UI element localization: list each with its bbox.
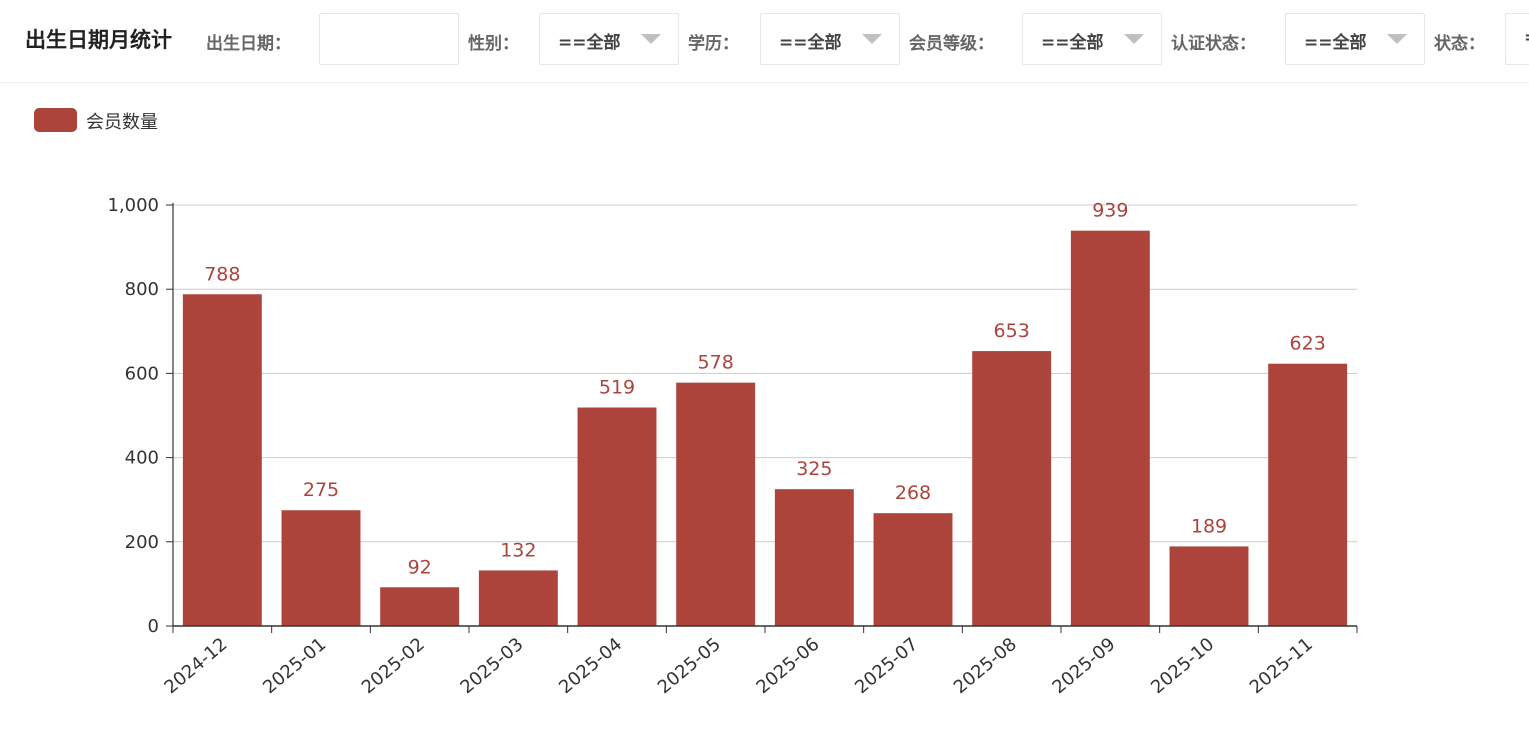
bar (380, 587, 460, 626)
birthdate-filter-input[interactable] (319, 13, 459, 65)
member-level-filter-select[interactable]: ==全部 (1022, 13, 1162, 65)
verification-filter-value: ==全部 (1304, 33, 1367, 53)
gender-filter-value: ==全部 (558, 33, 621, 53)
bar (478, 570, 558, 626)
x-tick-label: 2025-05 (654, 634, 725, 698)
bar (1070, 230, 1150, 626)
birthdate-filter-label: 出生日期： (206, 34, 291, 54)
legend-swatch[interactable] (34, 108, 77, 132)
x-tick-label: 2024-12 (160, 634, 231, 698)
chevron-down-icon (1387, 34, 1407, 44)
y-tick-label: 0 (148, 616, 159, 637)
bar (676, 382, 756, 626)
gender-filter-select[interactable]: ==全部 (539, 13, 679, 65)
data-label: 275 (303, 479, 339, 501)
data-label: 189 (1191, 515, 1227, 537)
chevron-down-icon (1124, 34, 1144, 44)
y-tick-label: 800 (125, 279, 159, 300)
bar (1169, 546, 1249, 626)
status-filter-select[interactable]: == (1505, 13, 1529, 65)
x-tick-label: 2025-11 (1246, 634, 1317, 698)
bar (1268, 363, 1348, 626)
page-title: 出生日期月统计 (25, 28, 172, 52)
bar (972, 351, 1052, 626)
chevron-down-icon (641, 34, 661, 44)
chevron-down-icon (862, 34, 882, 44)
verification-filter-select[interactable]: ==全部 (1285, 13, 1425, 65)
education-filter-select[interactable]: ==全部 (760, 13, 900, 65)
x-tick-label: 2025-04 (555, 634, 626, 698)
member-level-filter-label: 会员等级： (909, 34, 994, 54)
y-tick-label: 600 (125, 363, 159, 384)
data-label: 788 (204, 263, 240, 285)
x-tick-label: 2025-07 (851, 634, 922, 698)
bar (281, 510, 361, 626)
filter-toolbar: 出生日期月统计 出生日期： 性别： ==全部 学历： ==全部 会员等级： ==… (0, 0, 1529, 83)
data-label: 92 (408, 556, 432, 578)
x-tick-label: 2025-09 (1048, 634, 1119, 698)
data-label: 519 (599, 377, 635, 399)
data-label: 325 (796, 458, 832, 480)
x-tick-label: 2025-03 (456, 634, 527, 698)
x-tick-label: 2025-08 (950, 634, 1021, 698)
member-level-filter-value: ==全部 (1041, 33, 1104, 53)
legend-label[interactable]: 会员数量 (86, 112, 158, 133)
data-label: 939 (1092, 200, 1128, 222)
y-tick-label: 1,000 (107, 195, 159, 216)
data-label: 623 (1290, 333, 1326, 355)
verification-filter-label: 认证状态： (1171, 34, 1256, 54)
data-label: 653 (994, 320, 1030, 342)
bar (873, 513, 953, 626)
bar (774, 489, 854, 626)
data-label: 132 (500, 539, 536, 561)
education-filter-label: 学历： (688, 34, 739, 54)
bar (182, 294, 262, 626)
status-filter-label: 状态： (1434, 34, 1485, 54)
x-tick-label: 2025-01 (259, 634, 330, 698)
y-tick-label: 200 (125, 532, 159, 553)
x-tick-label: 2025-10 (1147, 634, 1218, 698)
bar (577, 407, 657, 626)
data-label: 268 (895, 482, 931, 504)
x-tick-label: 2025-06 (752, 634, 823, 698)
status-filter-value: == (1524, 28, 1529, 48)
x-tick-label: 2025-02 (358, 634, 429, 698)
y-tick-label: 400 (125, 448, 159, 469)
education-filter-value: ==全部 (779, 33, 842, 53)
data-label: 578 (698, 352, 734, 374)
gender-filter-label: 性别： (468, 34, 519, 54)
